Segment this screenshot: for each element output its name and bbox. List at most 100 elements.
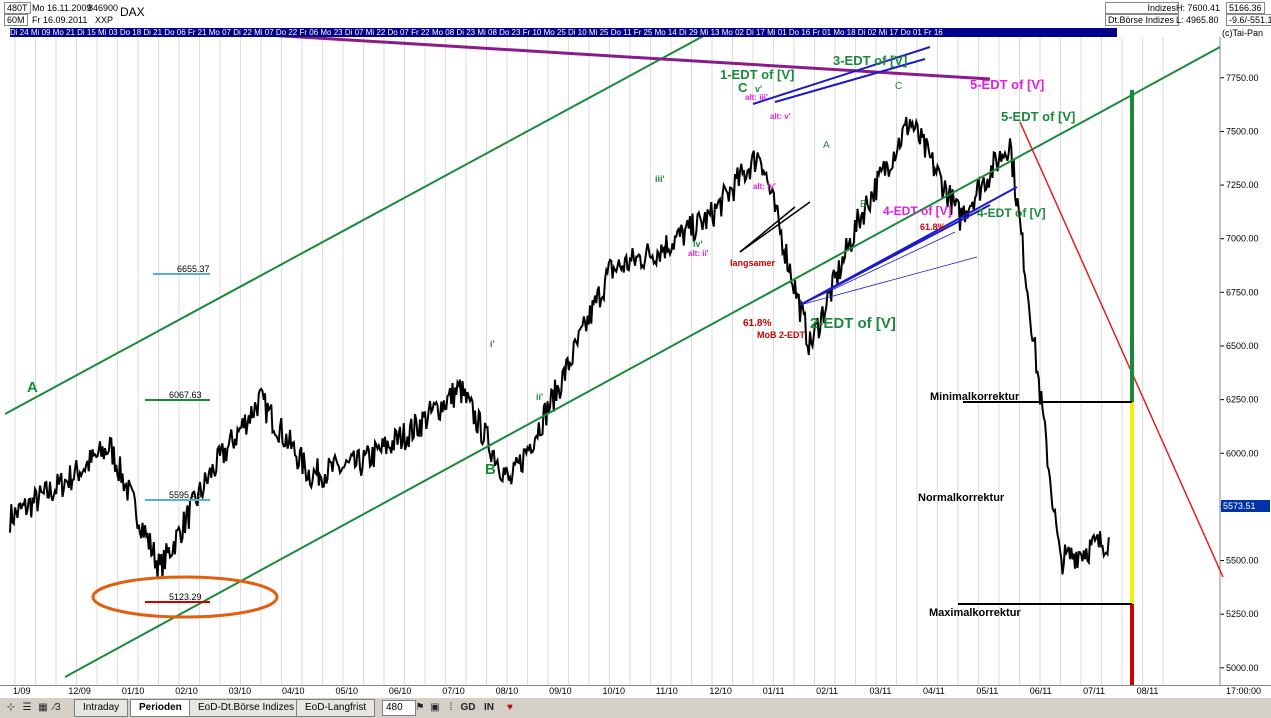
x-tick-label: 01/11 bbox=[762, 686, 785, 696]
tab-eod-langfrist[interactable]: EoD-Langfrist bbox=[296, 699, 376, 717]
x-time-label: 17:00:00 bbox=[1226, 686, 1262, 696]
x-tick-label: 10/10 bbox=[602, 686, 626, 696]
price-chart[interactable]: 5000.005250.005500.005750.006000.006250.… bbox=[4, 26, 1271, 685]
fib-618b-label: 61.8% bbox=[920, 222, 946, 232]
exchange-name: Dt.Börse Indizes bbox=[1105, 14, 1179, 26]
alt-iv-label: alt: iv' bbox=[753, 182, 776, 191]
edt5-label: 5-EDT of [V] bbox=[1001, 109, 1075, 124]
crosshair-icon[interactable]: ⊹ bbox=[6, 702, 16, 713]
x-tick-label: 06/10 bbox=[388, 686, 412, 696]
date-strip: Di 24 Mi 09 Mo 21 Di 15 Mi 03 Do 18 Di 2… bbox=[10, 28, 1117, 37]
y-tick-label: 6000.00 bbox=[1226, 448, 1259, 458]
channel-upper-line bbox=[4, 26, 721, 415]
alt-iii-label: alt: iii' bbox=[745, 93, 768, 102]
normal-label: Normalkorrektur bbox=[918, 492, 1005, 504]
y-tick-label: 5500.00 bbox=[1226, 556, 1259, 566]
change-value: -9.6/-551.1 bbox=[1226, 14, 1271, 26]
y-tick-label: 6750.00 bbox=[1226, 287, 1259, 297]
low-value: L: 4965.80 bbox=[1176, 15, 1219, 25]
langsamer-arrow bbox=[739, 206, 796, 253]
edt5-alt-label: 5-EDT of [V] bbox=[970, 77, 1044, 92]
x-tick-label: 05/10 bbox=[335, 686, 358, 696]
copyright: (c)Tai-Pan bbox=[1222, 28, 1264, 38]
x-axis: 1/09 12/09 01/10 02/10 03/10 04/10 05/10 06/10 0… bbox=[0, 685, 1271, 698]
in-button[interactable]: IN bbox=[484, 702, 494, 713]
y-tick-label: 5250.00 bbox=[1226, 609, 1259, 619]
y-tick-label: 7000.00 bbox=[1226, 234, 1259, 244]
level-5595-label: 5595.46 bbox=[169, 490, 202, 500]
wave-v-label: v' bbox=[755, 84, 762, 94]
y-tick-label: 7250.00 bbox=[1226, 180, 1259, 190]
channel-lower-line bbox=[64, 46, 1221, 678]
subwave-c-label: C bbox=[895, 81, 902, 92]
symbol-title: DAX bbox=[120, 5, 145, 19]
x-tick-label: 03/10 bbox=[228, 686, 252, 696]
x-tick-label: 06/11 bbox=[1029, 686, 1052, 696]
exchange-code: XXP bbox=[95, 15, 114, 25]
tab-perioden[interactable]: Perioden bbox=[130, 699, 191, 717]
maximal-label: Maximalkorrektur bbox=[929, 607, 1021, 619]
alt-ii-label: alt: ii' bbox=[688, 249, 709, 258]
price-series-line bbox=[9, 116, 1110, 579]
highlight-oval bbox=[91, 575, 279, 619]
y-tick-label: 7500.00 bbox=[1226, 126, 1259, 136]
edt2-label: 2-EDT of [V] bbox=[810, 315, 896, 332]
x-tick-label: 08/11 bbox=[1136, 686, 1159, 696]
x-tick-label: 12/09 bbox=[68, 686, 91, 696]
start-date: Mo 16.11.2009 bbox=[32, 3, 92, 13]
flag-icon[interactable]: ⚑ bbox=[415, 702, 425, 713]
level-5123-label: 5123.29 bbox=[169, 592, 202, 602]
period-label-2: 60M bbox=[4, 14, 28, 26]
wave-c-label: C bbox=[738, 80, 748, 95]
gd-button[interactable]: GD bbox=[460, 702, 476, 713]
x-tick-label: 09/10 bbox=[549, 686, 572, 696]
x-tick-label: 02/11 bbox=[816, 686, 838, 696]
edt-fan-line bbox=[774, 58, 926, 103]
chart-type-icon[interactable]: ∕3 bbox=[53, 702, 61, 713]
edt-fan-line bbox=[799, 256, 978, 306]
x-tick-label: 01/10 bbox=[121, 686, 145, 696]
x-tick-label: 02/10 bbox=[175, 686, 198, 696]
period-label-1: 480T bbox=[4, 2, 31, 14]
tab-intraday[interactable]: Intraday bbox=[74, 699, 129, 717]
list-icon[interactable]: ☰ bbox=[22, 702, 32, 713]
index-category: Indizes bbox=[1105, 2, 1179, 14]
tab-eod-indizes[interactable]: EoD-Dt.Börse Indizes bbox=[189, 699, 304, 717]
high-value: H: 7600.41 bbox=[1176, 3, 1221, 13]
y-tick-label: 6250.00 bbox=[1226, 395, 1259, 405]
calendar-icon[interactable]: ▣ bbox=[430, 702, 440, 713]
edt4-label: 4-EDT of [V] bbox=[977, 206, 1046, 220]
alt-v-label: alt: v' bbox=[770, 112, 791, 121]
wave-iii-label: iii' bbox=[655, 174, 665, 184]
x-tick-label: 03/11 bbox=[869, 686, 892, 696]
wave-ii-label: ii' bbox=[536, 392, 543, 402]
edt3-label: 3-EDT of [V] bbox=[833, 53, 907, 68]
bottom-toolbar: ⊹ ☰ ▦ ∕3 Intraday Perioden EoD-Dt.Börse … bbox=[0, 697, 1271, 718]
wave-a-label: A bbox=[27, 379, 38, 396]
bars-icon[interactable]: ⁞ bbox=[449, 702, 453, 713]
subwave-b-label: B bbox=[860, 199, 867, 210]
last-value: 5166.36 bbox=[1226, 2, 1265, 14]
chart-area[interactable]: 5000.005250.005500.005750.006000.006250.… bbox=[4, 26, 1259, 685]
x-tick-label: 07/11 bbox=[1083, 686, 1106, 696]
edt-fan-line bbox=[799, 231, 956, 306]
x-tick-label: 04/11 bbox=[922, 686, 945, 696]
end-date: Fr 16.09.2011 bbox=[32, 15, 88, 25]
langsamer-label: langsamer bbox=[730, 258, 776, 268]
wave-iv-label: iv' bbox=[693, 239, 703, 249]
x-tick-label: 05/11 bbox=[976, 686, 999, 696]
x-tick-label: 12/10 bbox=[709, 686, 732, 696]
fib-618-label: 61.8% bbox=[743, 318, 771, 329]
subwave-a-label: A bbox=[823, 140, 830, 151]
x-tick-label: 04/10 bbox=[282, 686, 305, 696]
y-tick-label: 6500.00 bbox=[1226, 341, 1259, 351]
y-tick-label: 7750.00 bbox=[1226, 73, 1259, 83]
wave-b-label: B bbox=[485, 461, 496, 478]
wave-i-label: i' bbox=[490, 339, 495, 349]
edt4-alt-label: 4-EDT of [V] bbox=[883, 204, 952, 218]
period-select[interactable]: 480 bbox=[382, 700, 416, 716]
level-6067-label: 6067.63 bbox=[169, 390, 202, 400]
grid-icon[interactable]: ▦ bbox=[38, 702, 48, 713]
heart-icon[interactable]: ♥ bbox=[507, 702, 513, 713]
edt1-label: 1-EDT of [V] bbox=[720, 67, 794, 82]
